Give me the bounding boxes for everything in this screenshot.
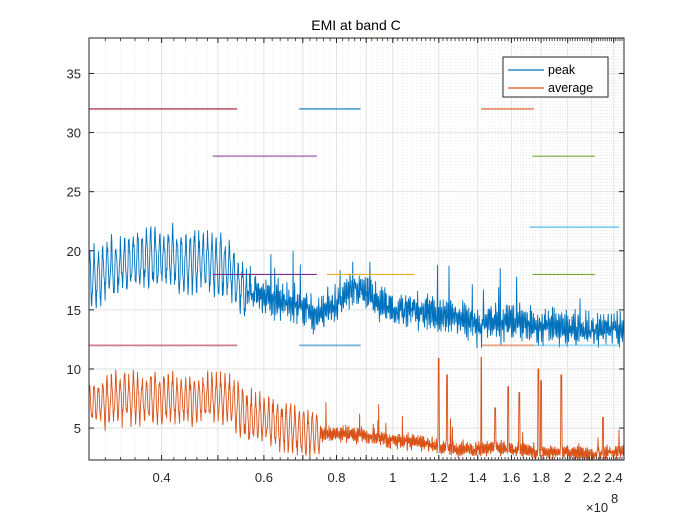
y-tick-label: 35 (67, 66, 81, 81)
axes-box (88, 37, 625, 461)
x-tick-label: 0.4 (153, 470, 171, 485)
y-tick-label: 5 (74, 421, 81, 436)
y-tick-label: 30 (67, 126, 81, 141)
average-line (89, 356, 624, 460)
y-tick-label: 15 (67, 303, 81, 318)
legend-average-label: average (548, 81, 593, 95)
x-tick-label: 1.2 (430, 470, 448, 485)
legend[interactable]: peak average (502, 56, 609, 98)
x-tick-label: 0.8 (327, 470, 345, 485)
x-tick-label: 0.6 (255, 470, 273, 485)
y-tick-label: 25 (67, 185, 81, 200)
y-tick-label: 10 (67, 362, 81, 377)
y-axis-tick-labels: 5 10 15 20 25 30 35 (67, 66, 81, 436)
x-tick-label: 2.4 (605, 470, 623, 485)
legend-peak-label: peak (548, 63, 576, 77)
y-tick-label: 20 (67, 244, 81, 259)
axis-ticks (88, 38, 625, 460)
x-tick-label: 1.4 (469, 470, 487, 485)
x-axis-tick-labels: 0.4 0.6 0.8 1 1.2 1.4 1.6 1.8 2 2.2 2.4 (153, 470, 623, 485)
limit-lines (89, 38, 619, 347)
chart-title: EMI at band C (311, 17, 401, 33)
x-tick-label: 2.2 (583, 470, 601, 485)
series-peak (89, 222, 624, 349)
plot-area: 0.4 0.6 0.8 1 1.2 1.4 1.6 1.8 2 2.2 2.4 5 10 15 20 25 3… (67, 37, 625, 515)
series-average (89, 356, 624, 460)
x-tick-label: 1.8 (532, 470, 550, 485)
svg-text:×10: ×10 (586, 500, 608, 515)
x-tick-label: 2 (564, 470, 571, 485)
x-tick-label: 1.6 (502, 470, 520, 485)
x-tick-label: 1 (389, 470, 396, 485)
peak-line (89, 222, 624, 349)
x-exponent-label: ×10 8 (586, 491, 618, 515)
svg-text:8: 8 (611, 491, 618, 506)
